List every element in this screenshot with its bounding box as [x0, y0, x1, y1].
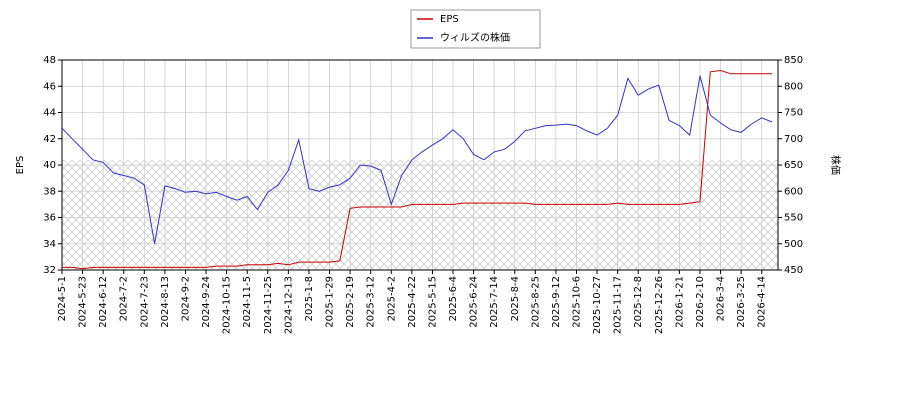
- x-tick-label: 2024-6-12: [98, 276, 109, 328]
- x-tick-label: 2025-3-12: [366, 276, 377, 328]
- legend-label: EPS: [440, 14, 459, 25]
- x-tick-label: 2026-3-25: [736, 276, 747, 328]
- legend-label: ウィルズの株価: [440, 31, 510, 44]
- x-tick-label: 2024-10-15: [222, 276, 233, 334]
- x-tick-label: 2025-9-12: [551, 276, 562, 328]
- x-tick-label: 2024-12-13: [283, 276, 294, 334]
- x-tick-label: 2024-9-2: [180, 276, 191, 321]
- y2-tick-label: 600: [784, 186, 803, 197]
- y2-axis-label: 株価: [829, 155, 842, 175]
- x-tick-label: 2025-8-25: [530, 276, 541, 328]
- hatch-band: [62, 160, 778, 270]
- x-tick-label: 2025-6-4: [448, 276, 459, 321]
- x-tick-label: 2025-6-24: [469, 276, 480, 328]
- x-tick-label: 2024-7-2: [119, 276, 130, 321]
- x-tick-label: 2025-8-4: [510, 276, 521, 321]
- x-tick-label: 2025-4-2: [386, 276, 397, 321]
- x-tick-label: 2025-12-26: [654, 276, 665, 334]
- y-tick-label: 44: [43, 108, 56, 119]
- y-tick-label: 48: [43, 55, 56, 66]
- x-tick-label: 2026-3-4: [716, 276, 727, 321]
- x-tick-label: 2024-11-5: [242, 276, 253, 328]
- y-axis-label: EPS: [15, 156, 26, 175]
- y2-tick-label: 800: [784, 81, 803, 92]
- y2-tick-label: 850: [784, 55, 803, 66]
- x-tick-label: 2025-1-8: [304, 276, 315, 321]
- y2-tick-label: 550: [784, 213, 803, 224]
- y-tick-label: 38: [43, 186, 56, 197]
- series-line: [62, 69, 772, 270]
- y-tick-label: 40: [43, 160, 56, 171]
- y2-tick-label: 750: [784, 108, 803, 119]
- x-tick-label: 2025-10-6: [571, 276, 582, 328]
- legend-box: [410, 9, 541, 49]
- lines: [61, 69, 773, 270]
- x-tick-label: 2026-1-21: [674, 276, 685, 328]
- x-tick-label: 2025-7-14: [489, 276, 500, 328]
- y-tick-label: 34: [43, 239, 56, 250]
- x-tick-label: 2024-11-25: [263, 276, 274, 334]
- x-tick-label: 2024-8-13: [160, 276, 171, 328]
- y2-tick-label: 500: [784, 239, 803, 250]
- x-tick-label: 2024-5-23: [78, 276, 89, 328]
- y-tick-label: 32: [43, 265, 56, 276]
- x-tick-label: 2025-10-27: [592, 276, 603, 334]
- x-tick-label: 2024-5-1: [57, 276, 68, 321]
- x-tick-label: 2025-12-8: [633, 276, 644, 328]
- x-tick-label: 2025-4-22: [407, 276, 418, 328]
- x-tick-label: 2024-9-24: [201, 276, 212, 328]
- y-tick-label: 46: [43, 81, 56, 92]
- series-line: [61, 75, 773, 244]
- x-tick-label: 2025-1-29: [325, 276, 336, 328]
- x-tick-label: 2025-11-17: [613, 276, 624, 334]
- y-tick-label: 42: [43, 134, 56, 145]
- legend: EPS ウィルズの株価: [410, 9, 541, 49]
- y-tick-label: 36: [43, 213, 56, 224]
- x-tick-label: 2026-4-14: [757, 276, 768, 328]
- x-tick-label: 2025-2-19: [345, 276, 356, 328]
- y2-tick-label: 700: [784, 134, 803, 145]
- y2-tick-label: 650: [784, 160, 803, 171]
- y2-tick-label: 450: [784, 265, 803, 276]
- x-tick-label: 2024-7-23: [139, 276, 150, 328]
- x-tick-label: 2026-2-10: [695, 276, 706, 328]
- x-tick-label: 2025-5-15: [427, 276, 438, 328]
